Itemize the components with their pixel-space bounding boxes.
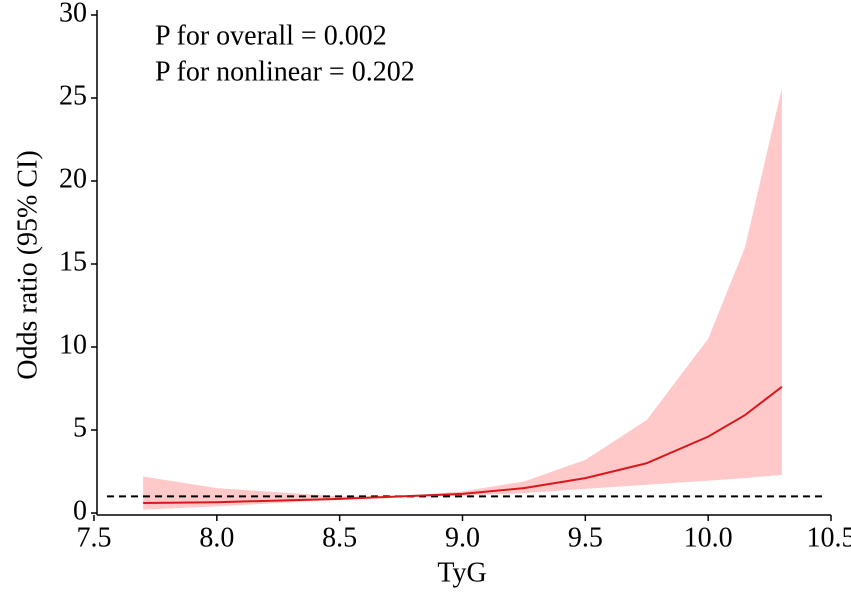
x-axis-label: TyG — [437, 557, 486, 588]
y-tick-label: 20 — [59, 163, 87, 194]
x-tick-label: 10.5 — [807, 522, 851, 553]
x-tick-label: 9.0 — [445, 522, 480, 553]
y-tick-label: 30 — [59, 0, 87, 28]
annotation: P for nonlinear = 0.202 — [155, 56, 415, 87]
y-axis-label: Odds ratio (95% CI) — [12, 150, 43, 379]
y-tick-label: 25 — [59, 80, 87, 111]
or-line — [143, 386, 783, 505]
x-tick-label: 9.5 — [568, 522, 603, 553]
x-tick-label: 8.5 — [322, 522, 357, 553]
x-tick-label: 8.0 — [199, 522, 234, 553]
ci-band — [143, 88, 782, 510]
y-tick-label: 0 — [73, 495, 87, 526]
x-tick-label: 10.0 — [684, 522, 733, 553]
y-tick-label: 10 — [59, 329, 87, 360]
annotation: P for overall = 0.002 — [155, 20, 387, 51]
y-tick-label: 15 — [59, 246, 87, 277]
x-tick-label: 7.5 — [77, 522, 112, 553]
y-tick-label: 5 — [73, 412, 87, 443]
